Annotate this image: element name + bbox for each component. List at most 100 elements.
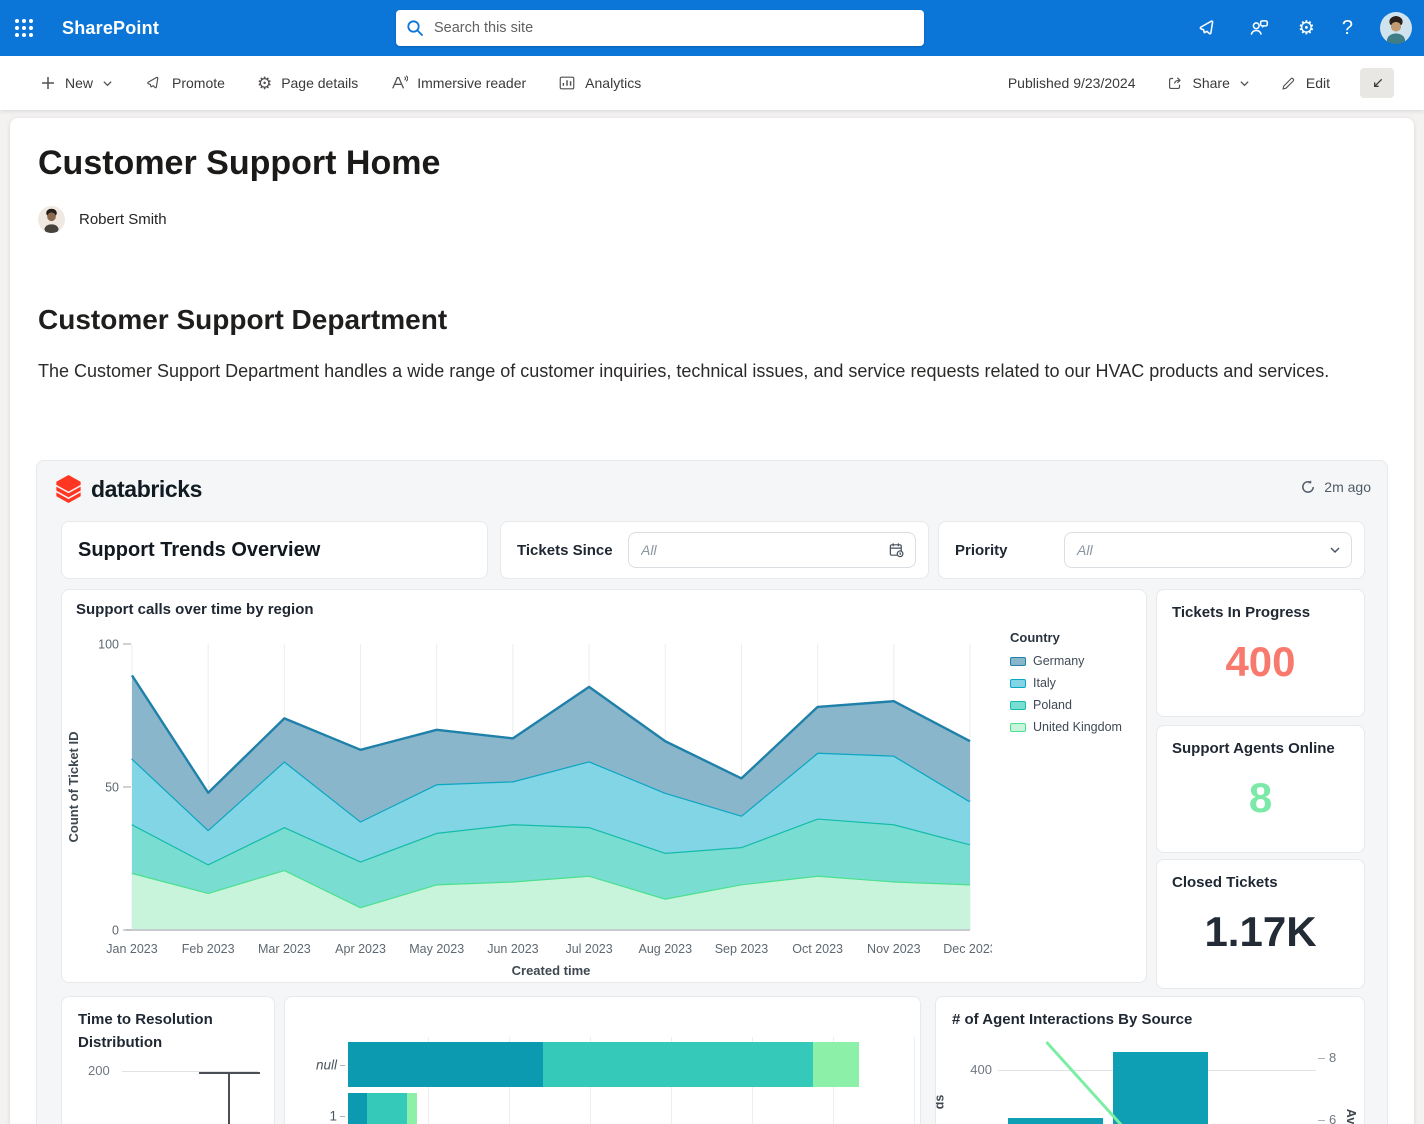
- page-details-button[interactable]: ⚙ Page details: [257, 75, 358, 92]
- hbar-segment: [543, 1042, 813, 1087]
- legend-item-poland[interactable]: Poland: [1010, 698, 1144, 712]
- legend-item-united-kingdom[interactable]: United Kingdom: [1010, 720, 1144, 734]
- plus-icon: [42, 77, 54, 89]
- author-avatar[interactable]: [38, 206, 65, 233]
- svg-text:May 2023: May 2023: [409, 942, 464, 956]
- analytics-label: Analytics: [585, 75, 642, 91]
- svg-text:Jun 2023: Jun 2023: [487, 942, 538, 956]
- section-description: The Customer Support Department handles …: [38, 361, 1330, 381]
- legend-item-italy[interactable]: Italy: [1010, 676, 1144, 690]
- svg-text:0: 0: [112, 924, 119, 938]
- search-icon: [407, 20, 423, 36]
- app-title[interactable]: SharePoint: [62, 17, 160, 38]
- legend-label: Poland: [1033, 698, 1072, 712]
- kpi-value: 8: [1248, 774, 1273, 821]
- suite-header: SharePoint ⚙ ?: [0, 0, 1424, 56]
- kpi-card-closed-tickets: Closed Tickets 1.17K: [1156, 859, 1365, 989]
- svg-text:50: 50: [105, 781, 119, 795]
- databricks-logo-icon: [56, 475, 81, 503]
- svg-text:Jan 2023: Jan 2023: [106, 942, 157, 956]
- immersive-reader-label: Immersive reader: [417, 75, 527, 91]
- hbar-segment: [348, 1042, 544, 1087]
- svg-text:Count of Ticket ID: Count of Ticket ID: [66, 732, 81, 843]
- tickets-since-label: Tickets Since: [517, 541, 613, 559]
- legend-items: Germany Italy Poland United Kingdom: [1010, 654, 1144, 734]
- tick-dash: [340, 1115, 345, 1117]
- right-tick-8: 8: [1329, 1050, 1337, 1065]
- share-button[interactable]: Share: [1166, 74, 1250, 92]
- databricks-wordmark: databricks: [91, 475, 203, 502]
- collapse-header-button[interactable]: [1360, 68, 1394, 98]
- analytics-icon: [559, 76, 575, 90]
- interaction-bar[interactable]: [1007, 1118, 1103, 1124]
- published-status: Published 9/23/2024: [1007, 75, 1136, 91]
- hbar-category-label: 1: [329, 1108, 337, 1123]
- hbar-track[interactable]: [348, 1093, 920, 1124]
- chart-legend: Country Germany Italy Poland United Kingdom: [1010, 630, 1144, 742]
- promote-button[interactable]: Promote: [145, 74, 225, 92]
- legend-title: Country: [1010, 630, 1060, 645]
- legend-label: Germany: [1033, 654, 1085, 668]
- svg-text:Sep 2023: Sep 2023: [715, 942, 769, 956]
- right-tick-dash: [1318, 1058, 1325, 1059]
- svg-text:Dec 2023: Dec 2023: [943, 942, 992, 956]
- svg-text:Aug 2023: Aug 2023: [639, 942, 693, 956]
- mini-chart-title: Time to Resolution Distribution: [78, 1011, 213, 1051]
- combo-line-layer: [1045, 1041, 1123, 1124]
- hbar-segment: [348, 1093, 367, 1124]
- site-search[interactable]: [396, 10, 924, 46]
- kpi-card-support-agents-online: Support Agents Online 8: [1156, 725, 1365, 853]
- hbar-segment: [406, 1093, 417, 1124]
- account-avatar[interactable]: [1380, 12, 1412, 44]
- priority-filter: Priority All: [938, 521, 1365, 579]
- legend-item-germany[interactable]: Germany: [1010, 654, 1144, 668]
- hbar-track[interactable]: [348, 1042, 920, 1087]
- hbar-plot: null 1: [285, 1037, 920, 1124]
- author-name: Robert Smith: [79, 211, 167, 228]
- immersive-reader-icon: [392, 75, 409, 89]
- gridline: [122, 1071, 258, 1072]
- search-input[interactable]: [434, 20, 914, 36]
- priority-select[interactable]: All: [1064, 532, 1352, 568]
- boxplot-whisker-stem: [228, 1072, 230, 1124]
- promote-label: Promote: [172, 75, 225, 91]
- left-tick-400: 400: [970, 1062, 992, 1077]
- calendar-icon[interactable]: [888, 542, 905, 559]
- legend-label: Italy: [1033, 676, 1056, 690]
- legend-swatch: [1010, 722, 1026, 732]
- kpi-label: Support Agents Online: [1172, 740, 1335, 757]
- svg-text:Created time: Created time: [512, 963, 591, 978]
- megaphone-icon: [147, 76, 159, 89]
- svg-text:Apr 2023: Apr 2023: [335, 942, 386, 956]
- svg-text:Jul 2023: Jul 2023: [565, 942, 612, 956]
- collapse-arrow-icon: [1373, 78, 1382, 87]
- interaction-bar[interactable]: [1112, 1052, 1208, 1124]
- new-button[interactable]: New: [40, 75, 113, 91]
- tickets-since-input[interactable]: [641, 542, 851, 558]
- mini-chart-title: # of Agent Interactions By Source: [952, 1011, 1193, 1028]
- edit-button[interactable]: Edit: [1280, 75, 1330, 92]
- tickets-since-field[interactable]: [628, 532, 916, 568]
- right-tick-dash: [1318, 1120, 1325, 1121]
- hbar-row-null: null: [285, 1042, 920, 1087]
- immersive-reader-button[interactable]: Immersive reader: [390, 74, 526, 92]
- edit-label: Edit: [1305, 75, 1330, 91]
- analytics-button[interactable]: Analytics: [558, 74, 641, 92]
- priority-value: All: [1077, 542, 1093, 558]
- feedback-icon[interactable]: [1247, 16, 1271, 40]
- chart-title: Support calls over time by region: [76, 601, 314, 618]
- refresh-status[interactable]: 2m ago: [1300, 479, 1371, 495]
- help-icon[interactable]: ?: [1341, 17, 1353, 39]
- gear-icon: ⚙: [256, 73, 273, 93]
- combo-chart-zone: 400 8 6 ds Ave: [936, 1033, 1364, 1124]
- pencil-icon: [1282, 77, 1295, 90]
- share-label: Share: [1192, 75, 1230, 91]
- agent-interactions-chart-card[interactable]: # of Agent Interactions By Source 400 8 …: [935, 996, 1365, 1124]
- settings-gear-icon[interactable]: ⚙: [1297, 17, 1315, 39]
- app-launcher-icon[interactable]: [0, 0, 48, 56]
- legend-swatch: [1010, 700, 1026, 710]
- page-title: Customer Support Home: [38, 144, 441, 182]
- stacked-area-chart[interactable]: 0 50 100 Jan 2023 Feb 2023 Mar 2023 Apr 2023 Ma…: [62, 620, 992, 984]
- announcements-icon[interactable]: [1196, 16, 1220, 40]
